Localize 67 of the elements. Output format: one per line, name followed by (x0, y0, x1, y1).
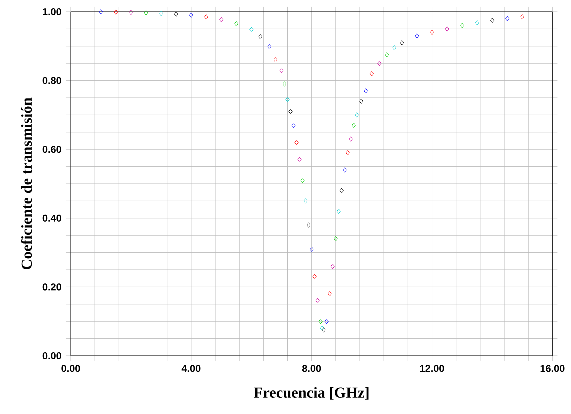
y-tick-label: 0.20 (42, 284, 62, 291)
y-tick-label: 0.40 (42, 214, 62, 222)
point (520, 14, 525, 20)
x-tick-label: 12.00 (420, 365, 444, 372)
point (312, 274, 317, 280)
x-tick-label: 8.00 (302, 365, 322, 372)
point (318, 319, 323, 324)
point (342, 168, 347, 173)
point (282, 82, 287, 87)
point (99, 9, 104, 15)
point (400, 40, 404, 46)
y-tick-label: 0.00 (42, 352, 62, 360)
point (364, 88, 368, 94)
point (460, 23, 464, 28)
point (220, 17, 224, 22)
point (330, 264, 335, 270)
point (292, 122, 296, 128)
point (286, 97, 290, 102)
point (114, 10, 118, 15)
point (298, 157, 302, 162)
y-axis-title: Coeficiente de transmisión (21, 98, 32, 270)
point (268, 44, 272, 50)
point (304, 198, 308, 204)
point (310, 246, 314, 252)
point (300, 178, 305, 184)
x-axis-title: Frecuencia [GHz] (254, 387, 369, 400)
point (352, 122, 356, 128)
point (189, 12, 194, 18)
point (445, 26, 450, 32)
point (336, 208, 341, 214)
y-tick-label: 0.60 (42, 146, 62, 154)
point (328, 292, 332, 297)
x-tick-label: 4.00 (182, 365, 201, 372)
point (360, 98, 364, 104)
point (340, 188, 344, 194)
point (490, 18, 494, 24)
point (234, 21, 239, 27)
point (355, 112, 359, 118)
y-tick-label: 1.00 (43, 8, 62, 16)
point (392, 46, 397, 51)
point (385, 52, 390, 58)
point (258, 34, 263, 40)
point (174, 12, 178, 17)
point (506, 16, 510, 22)
point (306, 222, 311, 228)
y-tick-label: 0.80 (42, 77, 62, 84)
point (415, 33, 420, 39)
point (288, 109, 293, 114)
point (430, 30, 434, 36)
point (348, 136, 353, 142)
point (324, 319, 329, 324)
point (316, 298, 320, 304)
x-tick-label: 16.00 (540, 365, 565, 372)
point (144, 10, 148, 16)
point (378, 61, 382, 66)
point (129, 10, 134, 16)
point (346, 150, 350, 156)
point (250, 27, 254, 32)
point (274, 58, 278, 63)
point (370, 71, 374, 76)
point (159, 11, 164, 16)
point (294, 140, 299, 146)
point (280, 68, 284, 74)
x-tick-label: 0.00 (62, 365, 80, 372)
point (475, 20, 480, 26)
point (334, 236, 338, 242)
point (204, 14, 208, 20)
